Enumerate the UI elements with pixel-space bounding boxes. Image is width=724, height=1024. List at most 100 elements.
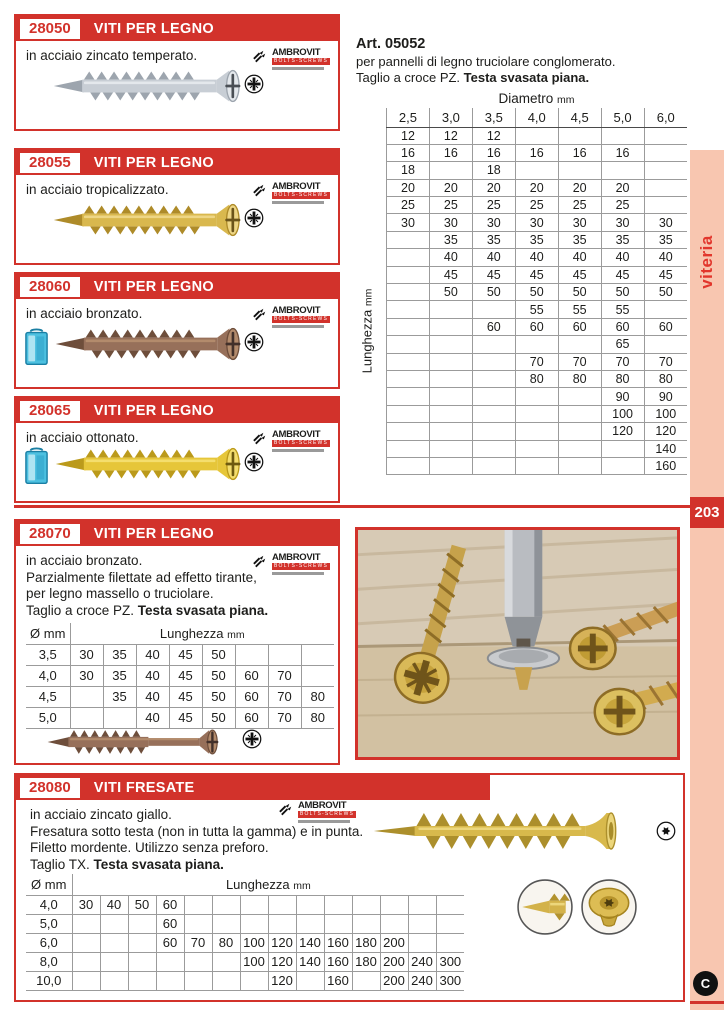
table-row: 5,0 60 [26,914,465,934]
table-cell: 30 [71,895,100,915]
screw-image-bronzato [55,327,241,361]
size-table-28070: Ø mm Lunghezza mm 3,5 30 35 40 45 50 4,0 30 35 40… [26,623,334,729]
table-cell: 20 [471,179,516,198]
desc-line: in acciaio zincato giallo. [30,807,172,822]
table-cell [127,971,156,991]
table-cell [69,686,103,708]
table-cell [211,971,240,991]
table-cell: 240 [407,971,436,991]
table-cell: 25 [557,196,602,215]
table-cell [267,644,301,666]
table-cell: 40 [514,248,559,267]
table-cell [557,335,602,354]
table-cell: 60 [234,686,268,708]
lunghezza-axis-label: Lunghezza mm [360,289,375,374]
brand-screws-icon [279,803,292,816]
table-cell: 70 [267,686,301,708]
col-header: 3,5 [471,108,516,128]
table-cell: 4,0 [26,665,70,687]
table-cell: 45 [514,266,559,285]
table-cell: 60 [600,318,645,337]
table-cell [295,971,324,991]
package-icon [25,447,48,485]
table-cell: 30 [643,213,687,232]
product-code: 28050 [20,18,80,39]
table-cell: 45 [643,266,687,285]
brand-name: AMBROVIT [271,47,321,58]
length-col-header: Lunghezza mm [69,623,334,645]
table-cell: 45 [168,686,202,708]
head-type: Testa svasata piana. [93,856,224,872]
diameter-header-row: 2,5 3,0 3,5 4,0 4,5 5,0 6,0 [386,108,687,128]
table-cell: 16 [600,144,645,163]
table-cell: 6,0 [26,933,72,953]
table-cell [600,127,645,145]
page-number: 203 [690,497,724,528]
table-cell [514,335,559,354]
table-cell: 50 [201,707,235,729]
table-cell: 60 [155,895,184,915]
screw-image-zincato [53,69,241,103]
table-cell [514,387,559,406]
table-cell: 50 [643,283,687,302]
lunghezza-unit: mm [227,628,245,641]
table-cell: 60 [514,318,559,337]
table-cell [183,914,212,934]
table-cell: 35 [102,644,136,666]
brand-tagline-bar [271,449,324,452]
table-cell [471,440,516,458]
table-cell [71,952,100,972]
table-cell: 4,5 [26,686,70,708]
col-header: 5,0 [600,108,645,128]
screw-image-partial-thread [47,729,219,755]
table-cell [323,914,352,934]
table-cell: 60 [234,665,268,687]
diametro-unit: mm [557,94,575,106]
table-cell [71,933,100,953]
table-cell: 25 [471,196,516,215]
table-cell: 80 [211,933,240,953]
brand-subtitle: BOLTS-SCREWS [271,316,330,323]
col-header: 4,0 [514,108,559,128]
side-strip [690,150,724,1010]
table-cell: 5,0 [26,707,70,729]
tx-drive-icon [656,821,676,841]
table-cell: 90 [600,387,645,406]
table-cell [557,127,602,145]
table-row: 18 18 [386,161,687,180]
table-cell: 120 [267,952,296,972]
table-cell [557,405,602,424]
screws-photo [355,527,680,760]
product-description: in acciaio bronzato. [26,306,143,321]
product-description: in acciaio zincato temperato. [26,48,198,63]
table-cell: 100 [239,952,268,972]
table-cell [351,971,380,991]
table-cell: 35 [643,231,687,250]
desc-line: Filetto mordente. Utilizzo senza preforo… [30,840,269,855]
table-cell: 20 [386,179,430,198]
table-cell: 35 [102,686,136,708]
table-cell [428,440,473,458]
table-cell: 50 [600,283,645,302]
table-cell [557,387,602,406]
table-cell [471,422,516,441]
table-cell: 140 [295,933,324,953]
product-box-28050: 28050 VITI PER LEGNO in acciaio zincato … [14,14,340,131]
desc-line: Parzialmente filettate ad effetto tirant… [26,569,257,585]
table-cell [239,971,268,991]
screws-photo-illustration [358,530,677,757]
brand-screws-icon [253,184,266,197]
product-title: VITI PER LEGNO [93,525,214,542]
table-row: 90 90 [386,387,687,406]
table-row: 70 70 70 70 [386,353,687,371]
table-cell [127,933,156,953]
table-cell: 70 [600,353,645,371]
lunghezza-unit: mm [362,288,375,307]
table-cell: 60 [471,318,516,337]
brand-name: AMBROVIT [271,429,321,440]
table-cell [379,895,408,915]
brand-name: AMBROVIT [298,800,347,811]
table-cell: 35 [428,231,473,250]
table-cell: 50 [428,283,473,302]
size-table-28080: Ø mm Lunghezza mm 4,0 30 40 50 60 5,0 60 6,0 60 7… [26,874,465,991]
